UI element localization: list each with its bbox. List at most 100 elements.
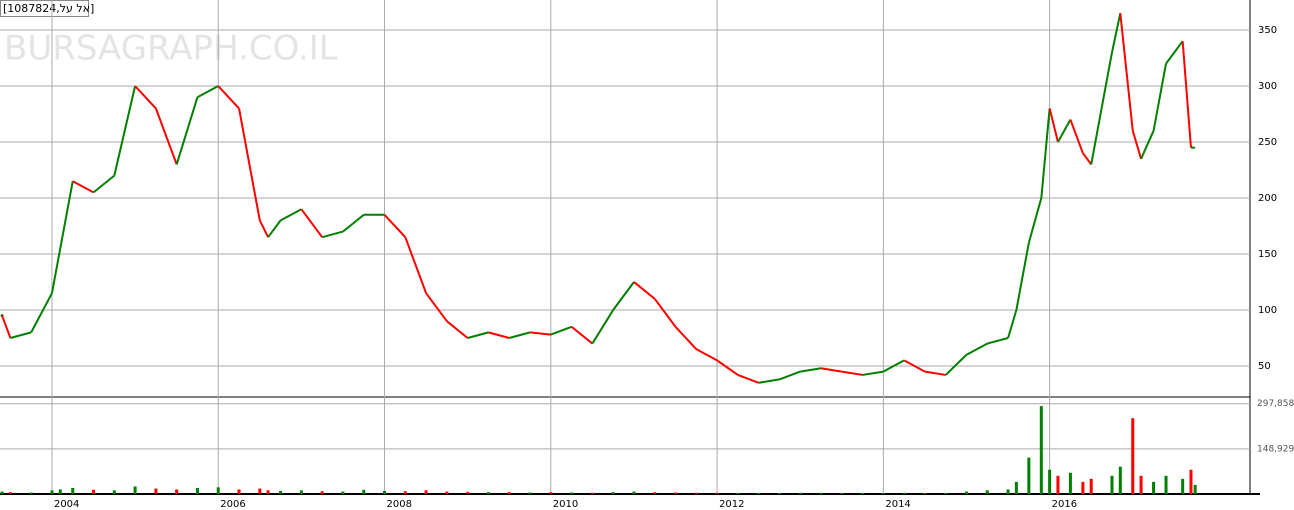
price-segment	[404, 236, 428, 294]
volume-bar	[383, 490, 387, 494]
volume-bar	[195, 487, 199, 494]
volume-bar	[798, 492, 802, 494]
price-segment	[1165, 40, 1184, 65]
price-segment	[800, 367, 822, 373]
price-segment	[1048, 108, 1059, 143]
volume-bar	[1006, 489, 1010, 494]
price-segment	[1027, 197, 1043, 244]
price-segment	[1131, 130, 1143, 160]
price-segment	[267, 219, 282, 238]
volume-bar	[944, 493, 948, 494]
price-segment	[280, 208, 302, 222]
volume-bar	[611, 492, 615, 494]
x-tick-label: 2014	[885, 499, 910, 510]
volume-bar	[985, 490, 989, 494]
price-segment	[570, 326, 593, 345]
volume-bar	[1139, 475, 1143, 494]
volume-bar	[1089, 478, 1093, 494]
volume-bar	[840, 493, 844, 494]
price-segment	[695, 348, 718, 362]
price-segment	[1, 315, 12, 339]
volume-bar	[777, 493, 781, 494]
volume-bar	[29, 492, 33, 494]
header: [אל על,1087824]	[3, 2, 94, 15]
price-segment	[633, 281, 656, 300]
volume-bar	[590, 492, 594, 494]
x-tick-label: 2006	[220, 499, 245, 510]
price-segment	[1181, 41, 1192, 148]
volume-bar	[549, 492, 553, 494]
volume-bar	[902, 492, 906, 494]
price-segment	[10, 331, 32, 339]
volume-bar	[8, 492, 12, 494]
volume-bar	[1068, 472, 1072, 494]
volume-bar	[71, 487, 75, 494]
volume-bar	[424, 490, 428, 494]
volume-bar	[736, 493, 740, 494]
price-segment	[903, 359, 926, 373]
price-segment	[1152, 63, 1168, 131]
volume-bar	[175, 489, 179, 494]
price-segment	[238, 108, 261, 221]
volume-bar	[1152, 481, 1156, 494]
price-segment	[820, 367, 842, 373]
price-segment	[862, 370, 884, 376]
y-tick-label: 200	[1258, 193, 1277, 204]
volume-bar	[1164, 475, 1168, 494]
price-segment	[113, 85, 137, 176]
price-segment	[1111, 13, 1122, 53]
volume-bar	[1056, 475, 1060, 494]
price-segment	[154, 108, 178, 165]
price-segment	[779, 370, 801, 381]
price-segment	[1082, 152, 1093, 165]
price-segment	[134, 85, 157, 110]
volume-bar	[1027, 457, 1031, 494]
volume-bar	[715, 492, 719, 494]
price-segment	[882, 359, 905, 373]
volume-bar	[632, 491, 636, 494]
price-segment	[1069, 119, 1084, 154]
price-segment	[591, 309, 615, 345]
price-segment	[1090, 52, 1113, 165]
y-tick-label: 100	[1258, 305, 1277, 316]
volume-bar	[694, 492, 698, 494]
volume-bar	[50, 490, 54, 494]
x-tick-label: 2012	[719, 499, 744, 510]
volume-bar	[258, 488, 262, 494]
price-segment	[321, 230, 344, 239]
volume-bar	[964, 491, 968, 494]
volume-bar	[341, 491, 345, 494]
y-tick-label: 50	[1258, 361, 1271, 372]
price-segment	[196, 85, 219, 99]
volume-bar	[403, 491, 407, 494]
price-segment	[175, 96, 199, 165]
price-segment	[258, 219, 270, 238]
volume-bar	[445, 491, 449, 494]
volume-bar	[266, 490, 270, 494]
volume-bar	[1081, 481, 1085, 494]
price-segment	[59, 181, 74, 249]
volume-bar	[923, 493, 927, 494]
volume-bar	[237, 489, 241, 494]
volume-bar	[1193, 484, 1197, 494]
volume-bar	[154, 488, 158, 494]
volume-bar	[92, 489, 96, 494]
volume-bar	[1039, 406, 1043, 494]
volume-bar	[570, 492, 574, 494]
x-tick-label: 2004	[54, 499, 79, 510]
price-segment	[1057, 119, 1072, 143]
price-segment	[467, 331, 489, 339]
x-tick-label: 2008	[387, 499, 412, 510]
y-tick-label: 250	[1258, 137, 1277, 148]
volume-bar	[112, 490, 116, 494]
volume-bar	[674, 492, 678, 494]
price-segment	[924, 370, 946, 376]
price-segment	[72, 180, 95, 194]
price-segment	[217, 85, 240, 110]
y2-tick-label: 148,929	[1257, 444, 1294, 454]
x-tick-label: 2010	[553, 499, 578, 510]
volume-bar	[1118, 466, 1122, 494]
volume-bar	[1048, 469, 1052, 494]
